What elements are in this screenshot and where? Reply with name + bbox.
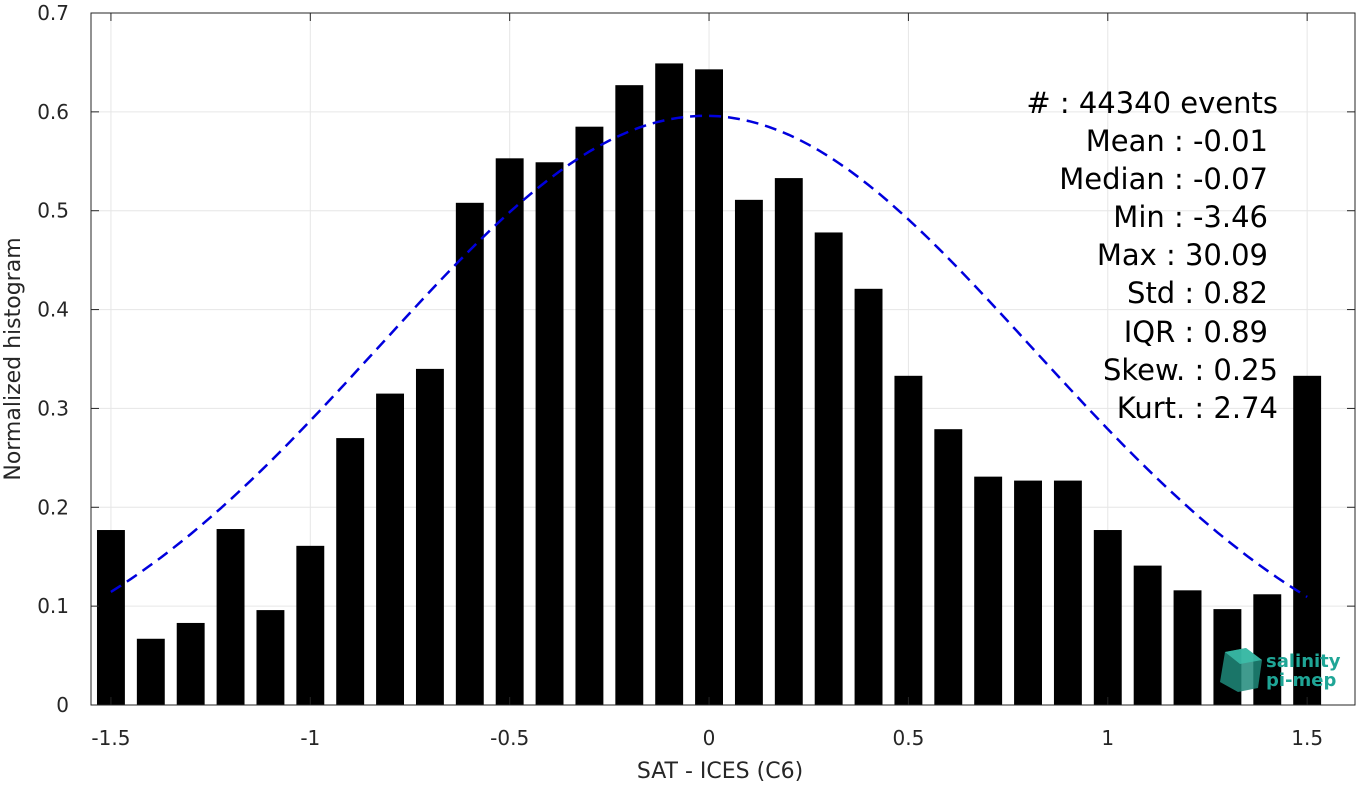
statistics-annotation: # : 44340 events Mean : -0.01 Median : -… <box>1026 86 1278 425</box>
histogram-bar <box>774 178 803 705</box>
histogram-bar <box>415 368 444 705</box>
stat-std: Std : 0.82 <box>1127 276 1268 310</box>
histogram-bar <box>455 202 484 705</box>
histogram-bar <box>575 126 604 705</box>
histogram-bar <box>296 545 325 705</box>
stat-min: Min : -3.46 <box>1113 200 1268 234</box>
stat-events: # : 44340 events <box>1026 86 1278 120</box>
stat-mean: Mean : -0.01 <box>1086 124 1268 158</box>
y-tick-label: 0.7 <box>37 1 69 25</box>
histogram-bar <box>734 199 763 705</box>
histogram-bar <box>216 529 245 705</box>
x-tick-label: -0.5 <box>490 726 529 750</box>
histogram-bar <box>854 288 883 705</box>
histogram-bar <box>1053 480 1082 705</box>
y-tick-label: 0.4 <box>37 298 69 322</box>
y-tick-label: 0.3 <box>37 396 69 420</box>
y-tick-label: 0 <box>56 693 69 717</box>
histogram-bar <box>894 375 923 705</box>
x-axis-ticks: -1.5 -1 -0.5 0 0.5 1 1.5 <box>91 13 1323 750</box>
x-tick-label: 1 <box>1101 726 1114 750</box>
histogram-bar <box>974 476 1003 705</box>
histogram-bar <box>96 530 125 705</box>
histogram-bar <box>814 232 843 705</box>
histogram-bar <box>1093 530 1122 705</box>
salinity-pimep-logo: salinity pi-mep <box>1220 648 1341 692</box>
logo-line1: salinity <box>1266 651 1341 672</box>
stat-kurt: Kurt. : 2.74 <box>1117 391 1278 425</box>
x-tick-label: 1.5 <box>1291 726 1323 750</box>
y-axis-label: Normalized histogram <box>1 237 26 480</box>
x-tick-label: -1.5 <box>91 726 130 750</box>
histogram-bar <box>1014 480 1042 705</box>
bars <box>96 63 1322 706</box>
stat-max: Max : 30.09 <box>1097 238 1268 272</box>
histogram-bar <box>934 429 963 705</box>
x-tick-label: 0.5 <box>893 726 925 750</box>
x-tick-label: -1 <box>300 726 320 750</box>
histogram-bar <box>336 438 365 705</box>
stat-skew: Skew. : 0.25 <box>1103 353 1278 387</box>
y-tick-label: 0.5 <box>37 199 69 223</box>
histogram-bar <box>1293 375 1322 705</box>
histogram-bar <box>615 85 644 705</box>
stat-iqr: IQR : 0.89 <box>1124 315 1268 349</box>
x-axis-label: SAT - ICES (C6) <box>637 759 803 784</box>
histogram-bar <box>655 63 684 706</box>
stat-median: Median : -0.07 <box>1059 162 1268 196</box>
histogram-bar <box>535 162 564 705</box>
histogram-bar <box>1133 565 1162 705</box>
histogram-bar <box>256 610 285 705</box>
y-tick-label: 0.6 <box>37 100 69 124</box>
y-tick-label: 0.1 <box>37 594 69 618</box>
histogram-bar <box>695 69 723 705</box>
logo-cube-face <box>1225 648 1262 664</box>
histogram-bar <box>136 638 165 705</box>
gaussian-fit-line <box>110 114 1308 598</box>
histogram-bar <box>376 393 405 705</box>
y-tick-label: 0.2 <box>37 495 69 519</box>
histogram-bar <box>176 622 205 705</box>
y-axis-ticks: 0 0.1 0.2 0.3 0.4 0.5 0.6 0.7 <box>37 1 1355 717</box>
x-tick-label: 0 <box>703 726 716 750</box>
histogram-bar <box>495 158 524 705</box>
logo-line2: pi-mep <box>1266 670 1336 691</box>
histogram-bar <box>1173 590 1202 705</box>
plot-frame <box>90 12 1356 706</box>
